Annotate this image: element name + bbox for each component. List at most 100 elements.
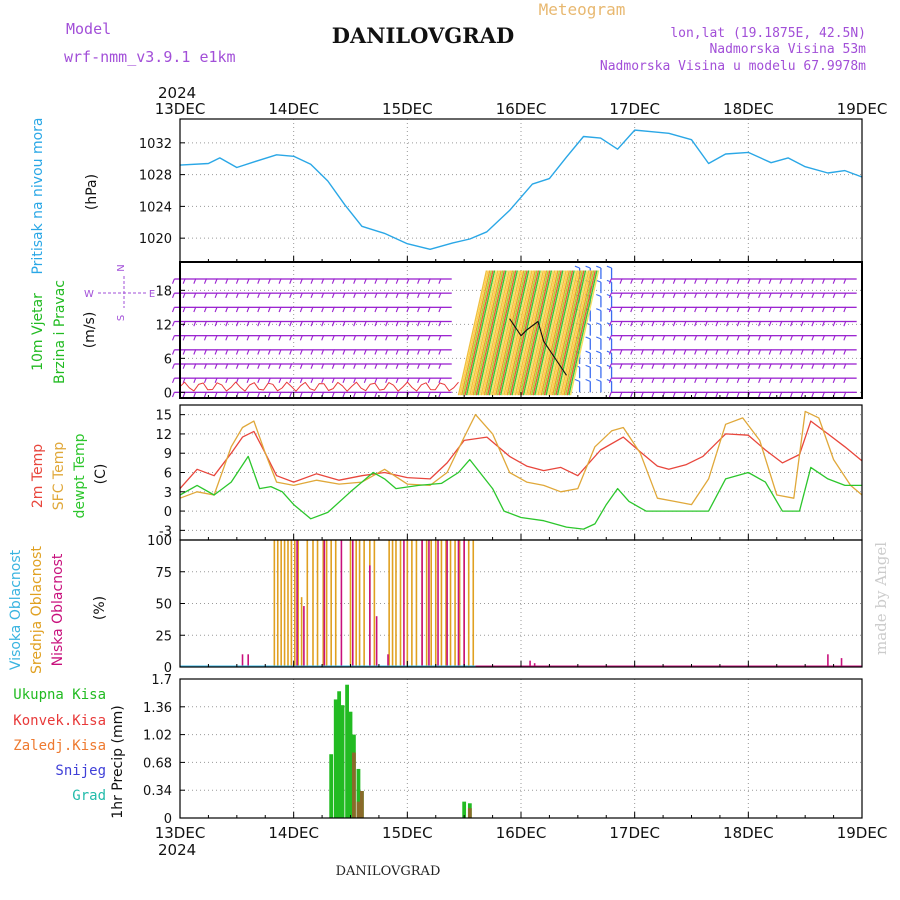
pressure-label: Pritisak na nivou mora xyxy=(30,117,46,274)
wind-barb-flag xyxy=(630,292,634,299)
wind-barb-flag xyxy=(374,321,378,327)
wind-barb-flag xyxy=(342,335,346,341)
wind-barb-flag xyxy=(182,349,186,355)
wind-barb-flag xyxy=(193,363,197,369)
wind-barb-flag xyxy=(289,377,293,384)
wind-barb-flag xyxy=(235,307,239,313)
wind-barb-flag xyxy=(267,278,271,284)
wind-barb-flag xyxy=(694,392,697,398)
wind-barb-flag xyxy=(606,336,612,340)
wind-barb-flag xyxy=(832,321,836,327)
wind-barb-flag xyxy=(225,278,229,284)
wind-barb-flag xyxy=(417,363,420,369)
wind-barb-flag xyxy=(704,307,708,313)
wind-barb-flag xyxy=(726,292,729,299)
y-tick-label: 9 xyxy=(164,447,172,462)
wind-band-barb xyxy=(521,270,551,396)
wind-barb-flag xyxy=(715,292,719,299)
wind-barb-flag xyxy=(747,335,751,341)
wind-barb-flag xyxy=(715,392,719,398)
wind-band-barb xyxy=(477,270,507,396)
wind-barb-flag xyxy=(278,321,282,327)
wind-barb-flag xyxy=(630,321,634,327)
wind-barb-flag xyxy=(172,335,175,341)
wind-barb-flag xyxy=(608,278,612,284)
wind-barb-flag xyxy=(606,322,612,326)
wind-barb-flag xyxy=(331,335,335,341)
wind-barb-flag xyxy=(800,335,804,341)
wind-barb-flag xyxy=(438,321,442,327)
precip-bar xyxy=(337,691,342,818)
wind-barb-flag xyxy=(715,349,719,355)
wind-barb-flag xyxy=(672,321,676,327)
wind-barb-flag xyxy=(585,364,591,368)
wind-barb-flag xyxy=(619,321,623,327)
wind-barb-flag xyxy=(736,363,740,369)
y-tick-label: 0 xyxy=(164,812,172,827)
wind-barb-flag xyxy=(822,292,825,299)
wind-barb-flag xyxy=(438,377,442,384)
wind-barb-flag xyxy=(182,307,186,313)
wind-band-barb xyxy=(482,270,512,396)
wind-band-barb xyxy=(501,270,532,396)
wind-barb-flag xyxy=(606,294,612,297)
wind-barb-flag xyxy=(606,265,612,269)
wind-barb-flag xyxy=(172,321,175,327)
wind-barb-flag xyxy=(630,278,634,284)
wind-barb-flag xyxy=(608,321,612,327)
wind-barb-flag xyxy=(374,349,378,355)
wind-barb-flag xyxy=(779,363,783,369)
wind-barb-flag xyxy=(694,278,697,284)
x-tick-label-bottom: 19DEC xyxy=(837,824,888,842)
wind-barb-flag xyxy=(651,377,655,384)
wind-barb-flag xyxy=(715,307,719,313)
footer-title: DANILOVGRAD xyxy=(336,864,441,879)
wind-barb-flag xyxy=(321,377,325,384)
wind-barb-flag xyxy=(811,392,815,398)
wind-band-barb xyxy=(457,270,488,396)
wind-barb-flag xyxy=(619,292,623,299)
wind-barb-flag xyxy=(406,292,410,299)
wind-barb-flag xyxy=(736,335,740,341)
wind-gust-trace xyxy=(179,381,459,392)
wind-barb-flag xyxy=(427,349,431,355)
wind-barb-flag xyxy=(267,392,271,398)
wind-barb-flag xyxy=(811,363,815,369)
wind-barb-flag xyxy=(385,278,388,284)
wind-barb-flag xyxy=(704,292,708,299)
wind-band-barb xyxy=(569,270,600,396)
wind-barb-flag xyxy=(406,349,410,355)
wind-barb-flag xyxy=(235,335,239,341)
wind-barb-flag xyxy=(374,335,378,341)
wind-barb-flag xyxy=(299,292,303,299)
wind-barb-flag xyxy=(715,377,719,384)
y-tick-label: 6 xyxy=(164,352,172,367)
wind-barb-flag xyxy=(726,335,729,341)
wind-barb-flag xyxy=(321,335,325,341)
y-tick-label: 0.34 xyxy=(143,784,172,799)
wind-barb-flag xyxy=(822,321,825,327)
wind-barb-flag xyxy=(235,349,239,355)
wind-barb-flag xyxy=(726,278,729,284)
wind-barb-flag xyxy=(640,363,644,369)
y-tick-label: 12 xyxy=(155,318,172,333)
wind-barb-flag xyxy=(630,377,634,384)
wind-barb-flag xyxy=(289,292,293,299)
wind-barb-flag xyxy=(385,363,388,369)
wind-barb-flag xyxy=(768,377,772,384)
elevation-text: Nadmorska Visina 53m xyxy=(709,42,866,57)
wind-barb-flag xyxy=(651,392,655,398)
x-tick-label-top: 15DEC xyxy=(382,100,433,118)
wind-barb-flag xyxy=(736,321,740,327)
wind-barb-flag xyxy=(214,335,218,341)
meteogram-label: Meteogram xyxy=(539,0,626,19)
precip-bar xyxy=(356,801,361,818)
wind-barb-flag xyxy=(257,377,261,384)
wind-barb-flag xyxy=(203,392,207,398)
wind-barb-flag xyxy=(608,349,612,355)
wind-barb-flag xyxy=(630,363,634,369)
x-tick-label-top: 17DEC xyxy=(609,100,660,118)
wind-barb-flag xyxy=(662,292,666,299)
wind-barb-flag xyxy=(640,321,644,327)
wind-barb-flag xyxy=(331,349,335,355)
